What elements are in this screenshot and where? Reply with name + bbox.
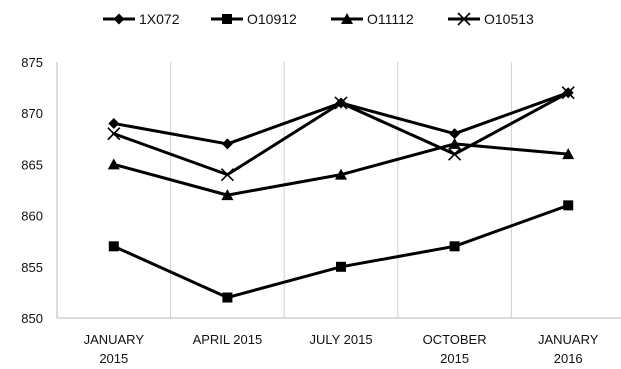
- y-axis: 850 855 860 865 870 875: [21, 55, 43, 326]
- data-point: [335, 168, 347, 180]
- legend-item: O10513: [448, 11, 534, 27]
- series-o11112: [107, 137, 575, 201]
- y-tick-label: 850: [21, 311, 43, 326]
- y-tick-label: 855: [21, 260, 43, 275]
- x-tick-label: APRIL 2015: [193, 332, 263, 347]
- data-point: [221, 138, 233, 150]
- y-tick-label: 870: [21, 106, 43, 121]
- legend-label: O11112: [367, 11, 414, 27]
- chart-legend: 1X072 O10912 O11112 O10513: [103, 11, 534, 27]
- chart-series: [107, 86, 575, 303]
- data-point: [108, 117, 120, 129]
- legend-item: O11112: [331, 11, 414, 27]
- legend-marker: [341, 13, 353, 24]
- y-tick-label: 865: [21, 157, 43, 172]
- data-point: [107, 158, 120, 170]
- series-1x072: [108, 87, 574, 150]
- x-tick-label: JANUARY 2015: [84, 332, 145, 366]
- data-point: [448, 137, 461, 149]
- data-point: [449, 241, 460, 252]
- data-point: [220, 168, 234, 182]
- x-tick-label: JANUARY 2016: [538, 332, 599, 366]
- x-axis: JANUARY 2015 APRIL 2015 JULY 2015 OCTOBER 201…: [84, 332, 599, 366]
- data-point: [336, 261, 346, 272]
- legend-label: O10912: [247, 11, 297, 27]
- data-point: [561, 86, 575, 100]
- data-point: [562, 148, 575, 160]
- data-point: [108, 241, 119, 252]
- legend-marker: [457, 12, 471, 26]
- legend-label: 1X072: [139, 11, 180, 27]
- legend-marker: [113, 13, 125, 25]
- data-point: [563, 200, 574, 211]
- legend-marker: [222, 14, 232, 24]
- x-tick-label: OCTOBER 2015: [423, 332, 487, 366]
- chart-gridlines: [56, 62, 621, 319]
- data-point: [221, 189, 234, 201]
- series-line: [112, 203, 570, 300]
- data-point: [449, 128, 461, 140]
- legend-item: 1X072: [103, 11, 180, 27]
- legend-item: O10912: [211, 11, 297, 27]
- series-o10513: [107, 86, 575, 182]
- data-point: [222, 292, 233, 303]
- series-o10912: [108, 200, 574, 303]
- y-tick-label: 875: [21, 55, 43, 70]
- data-point: [334, 96, 348, 110]
- data-point: [107, 127, 121, 141]
- legend-label: O10513: [484, 11, 534, 27]
- data-point: [448, 147, 462, 161]
- x-tick-label: JULY 2015: [309, 332, 372, 347]
- y-tick-label: 860: [21, 209, 43, 224]
